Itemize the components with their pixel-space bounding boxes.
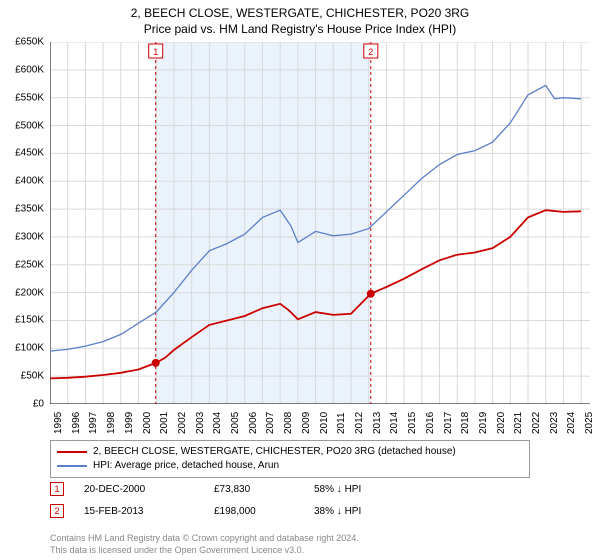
sale-price: £198,000 — [214, 506, 314, 517]
legend-item: 2, BEECH CLOSE, WESTERGATE, CHICHESTER, … — [57, 445, 523, 459]
y-axis-tick: £600K — [15, 64, 44, 75]
x-axis-tick: 2025 — [584, 412, 595, 434]
y-axis-tick: £450K — [15, 148, 44, 159]
x-axis-tick: 2017 — [443, 412, 454, 434]
sale-diff: 38% ↓ HPI — [314, 506, 361, 517]
x-axis-tick: 2010 — [319, 412, 330, 434]
y-axis-tick: £0 — [33, 399, 44, 410]
chart-title: 2, BEECH CLOSE, WESTERGATE, CHICHESTER, … — [0, 0, 600, 36]
x-axis-tick: 2014 — [389, 412, 400, 434]
svg-text:2: 2 — [368, 47, 373, 57]
chart-svg: 12 — [50, 42, 590, 404]
y-axis-tick: £250K — [15, 259, 44, 270]
sale-date: 15-FEB-2013 — [84, 506, 214, 517]
y-axis-tick: £50K — [21, 371, 44, 382]
x-axis-tick: 2015 — [407, 412, 418, 434]
x-axis-tick: 1997 — [88, 412, 99, 434]
x-axis-tick: 2008 — [283, 412, 294, 434]
y-axis-tick: £200K — [15, 287, 44, 298]
x-axis-tick: 1996 — [71, 412, 82, 434]
legend-swatch — [57, 451, 87, 453]
y-axis-tick: £150K — [15, 315, 44, 326]
y-axis-tick: £400K — [15, 176, 44, 187]
y-axis-tick: £100K — [15, 343, 44, 354]
y-axis-tick: £550K — [15, 92, 44, 103]
title-address: 2, BEECH CLOSE, WESTERGATE, CHICHESTER, … — [0, 6, 600, 20]
y-axis-tick: £500K — [15, 120, 44, 131]
sale-diff: 58% ↓ HPI — [314, 484, 361, 495]
x-axis-tick: 2023 — [549, 412, 560, 434]
y-axis-tick: £350K — [15, 204, 44, 215]
x-axis-tick: 2002 — [177, 412, 188, 434]
y-axis-tick: £300K — [15, 231, 44, 242]
x-axis-tick: 2004 — [212, 412, 223, 434]
x-axis-tick: 2005 — [230, 412, 241, 434]
x-axis-tick: 1999 — [124, 412, 135, 434]
x-axis-tick: 2003 — [195, 412, 206, 434]
title-subtitle: Price paid vs. HM Land Registry's House … — [0, 22, 600, 36]
sale-price: £73,830 — [214, 484, 314, 495]
x-axis-tick: 2006 — [248, 412, 259, 434]
x-axis-tick: 2016 — [425, 412, 436, 434]
sale-marker: 2 — [50, 504, 64, 518]
sale-row: 2 15-FEB-2013 £198,000 38% ↓ HPI — [50, 504, 361, 518]
x-axis-tick: 2018 — [460, 412, 471, 434]
attribution-line: This data is licensed under the Open Gov… — [50, 544, 359, 556]
x-axis-tick: 2019 — [478, 412, 489, 434]
legend-swatch — [57, 465, 87, 467]
x-axis-tick: 1998 — [106, 412, 117, 434]
x-axis-tick: 2024 — [566, 412, 577, 434]
sale-date: 20-DEC-2000 — [84, 484, 214, 495]
x-axis-tick: 1995 — [53, 412, 64, 434]
legend-item: HPI: Average price, detached house, Arun — [57, 459, 523, 473]
x-axis-tick: 2021 — [513, 412, 524, 434]
x-axis-tick: 2007 — [265, 412, 276, 434]
x-axis-tick: 2020 — [496, 412, 507, 434]
x-axis-tick: 2009 — [301, 412, 312, 434]
x-axis-tick: 2013 — [372, 412, 383, 434]
legend: 2, BEECH CLOSE, WESTERGATE, CHICHESTER, … — [50, 440, 530, 478]
attribution: Contains HM Land Registry data © Crown c… — [50, 532, 359, 556]
legend-label: HPI: Average price, detached house, Arun — [93, 459, 279, 473]
sale-row: 1 20-DEC-2000 £73,830 58% ↓ HPI — [50, 482, 361, 496]
sale-marker: 1 — [50, 482, 64, 496]
x-axis-tick: 2000 — [142, 412, 153, 434]
legend-label: 2, BEECH CLOSE, WESTERGATE, CHICHESTER, … — [93, 445, 456, 459]
attribution-line: Contains HM Land Registry data © Crown c… — [50, 532, 359, 544]
svg-text:1: 1 — [153, 47, 158, 57]
x-axis-tick: 2001 — [159, 412, 170, 434]
x-axis-tick: 2011 — [336, 412, 347, 434]
x-axis-tick: 2022 — [531, 412, 542, 434]
y-axis-tick: £650K — [15, 37, 44, 48]
x-axis-tick: 2012 — [354, 412, 365, 434]
chart-area: 12 £0£50K£100K£150K£200K£250K£300K£350K£… — [50, 42, 590, 404]
